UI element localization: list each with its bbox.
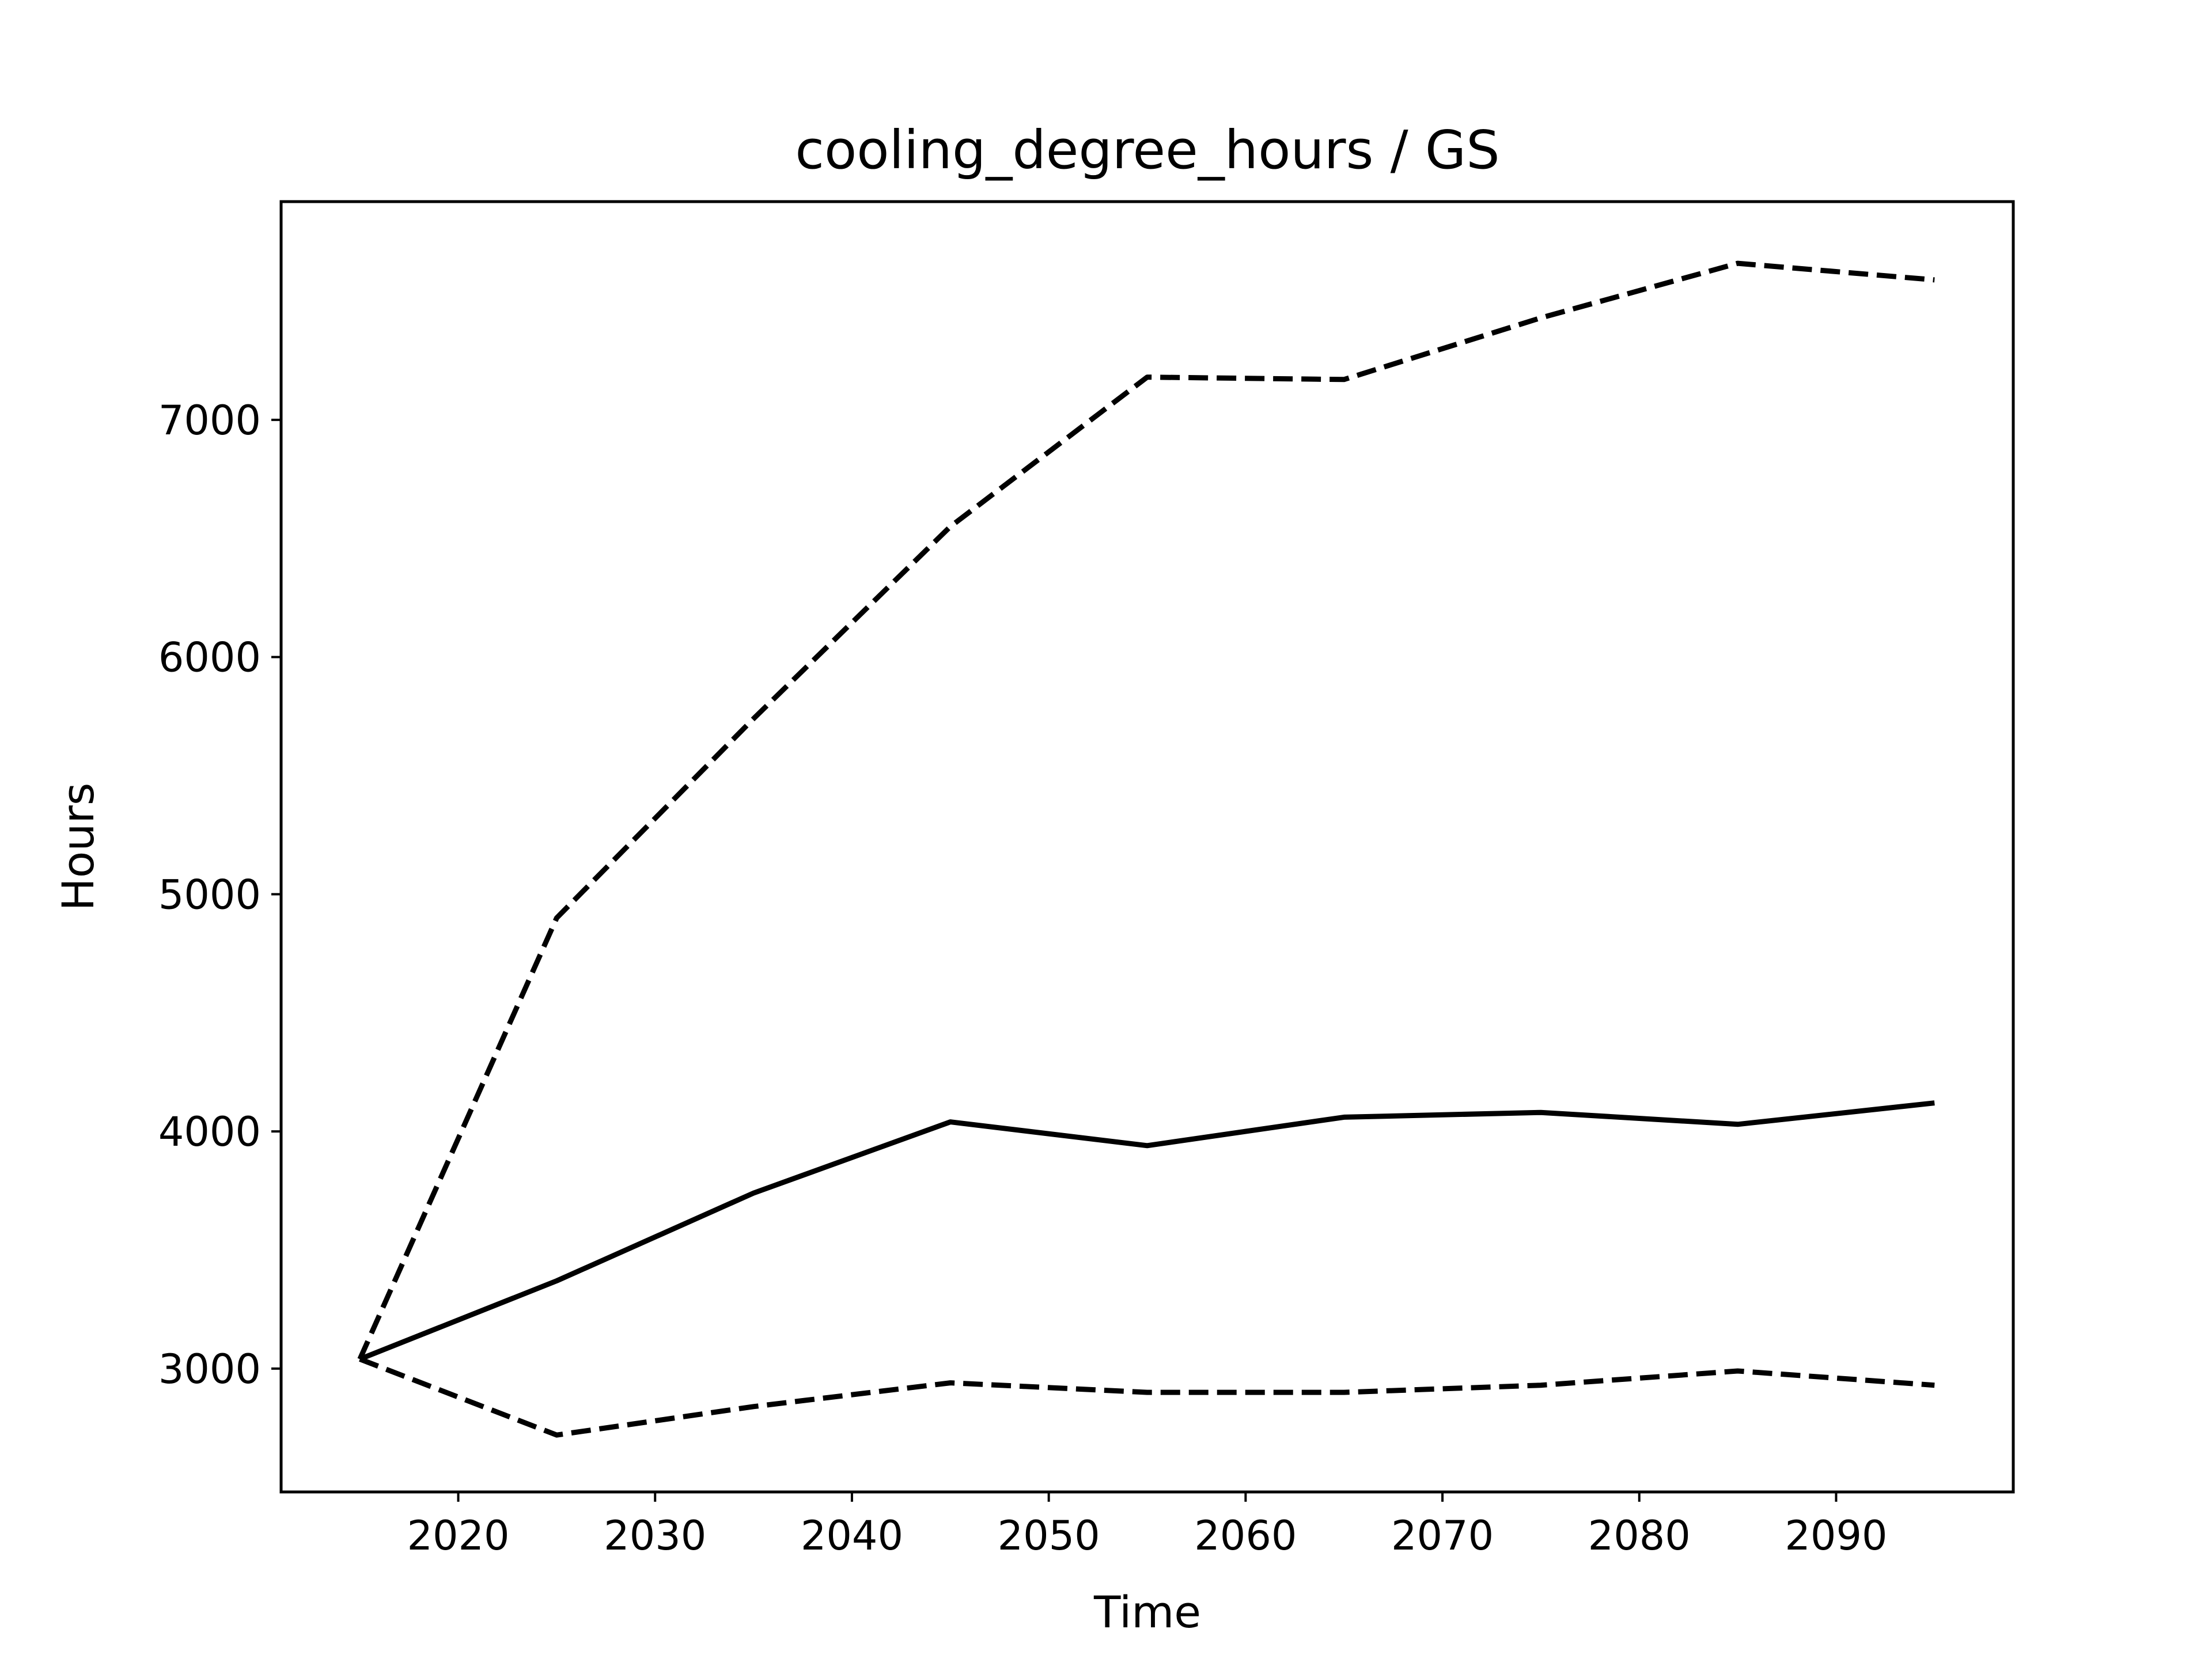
x-tick-label-2070: 2070 bbox=[1391, 1512, 1494, 1559]
x-axis-label: Time bbox=[1093, 1586, 1201, 1638]
series-line-3 bbox=[359, 1357, 1935, 1438]
x-tick-label-2090: 2090 bbox=[1785, 1512, 1887, 1559]
plot-area-frame bbox=[279, 200, 2015, 1494]
x-tick-label-2050: 2050 bbox=[998, 1512, 1100, 1559]
y-axis-label: Hours bbox=[52, 783, 104, 911]
y-axis-ticks: 3000 4000 5000 6000 7000 bbox=[158, 397, 281, 1393]
x-tick-label-2040: 2040 bbox=[801, 1512, 903, 1559]
y-tick-label-6000: 6000 bbox=[158, 634, 261, 681]
y-tick-label-7000: 7000 bbox=[158, 397, 261, 444]
series-line-1 bbox=[359, 1100, 1935, 1362]
x-tick-label-2030: 2030 bbox=[604, 1512, 706, 1559]
x-tick-label-2060: 2060 bbox=[1194, 1512, 1297, 1559]
x-tick-label-2080: 2080 bbox=[1588, 1512, 1691, 1559]
x-tick-label-2020: 2020 bbox=[407, 1512, 509, 1559]
y-tick-label-3000: 3000 bbox=[158, 1346, 261, 1393]
x-axis-ticks: 2020 2030 2040 2050 2060 2070 2080 2090 bbox=[407, 1492, 1888, 1559]
y-tick-label-5000: 5000 bbox=[158, 871, 261, 918]
series-line-2 bbox=[357, 260, 1935, 1361]
chart-title: cooling_degree_hours / GS bbox=[795, 119, 1499, 181]
series-layer bbox=[357, 260, 1935, 1438]
y-tick-label-4000: 4000 bbox=[158, 1108, 261, 1156]
